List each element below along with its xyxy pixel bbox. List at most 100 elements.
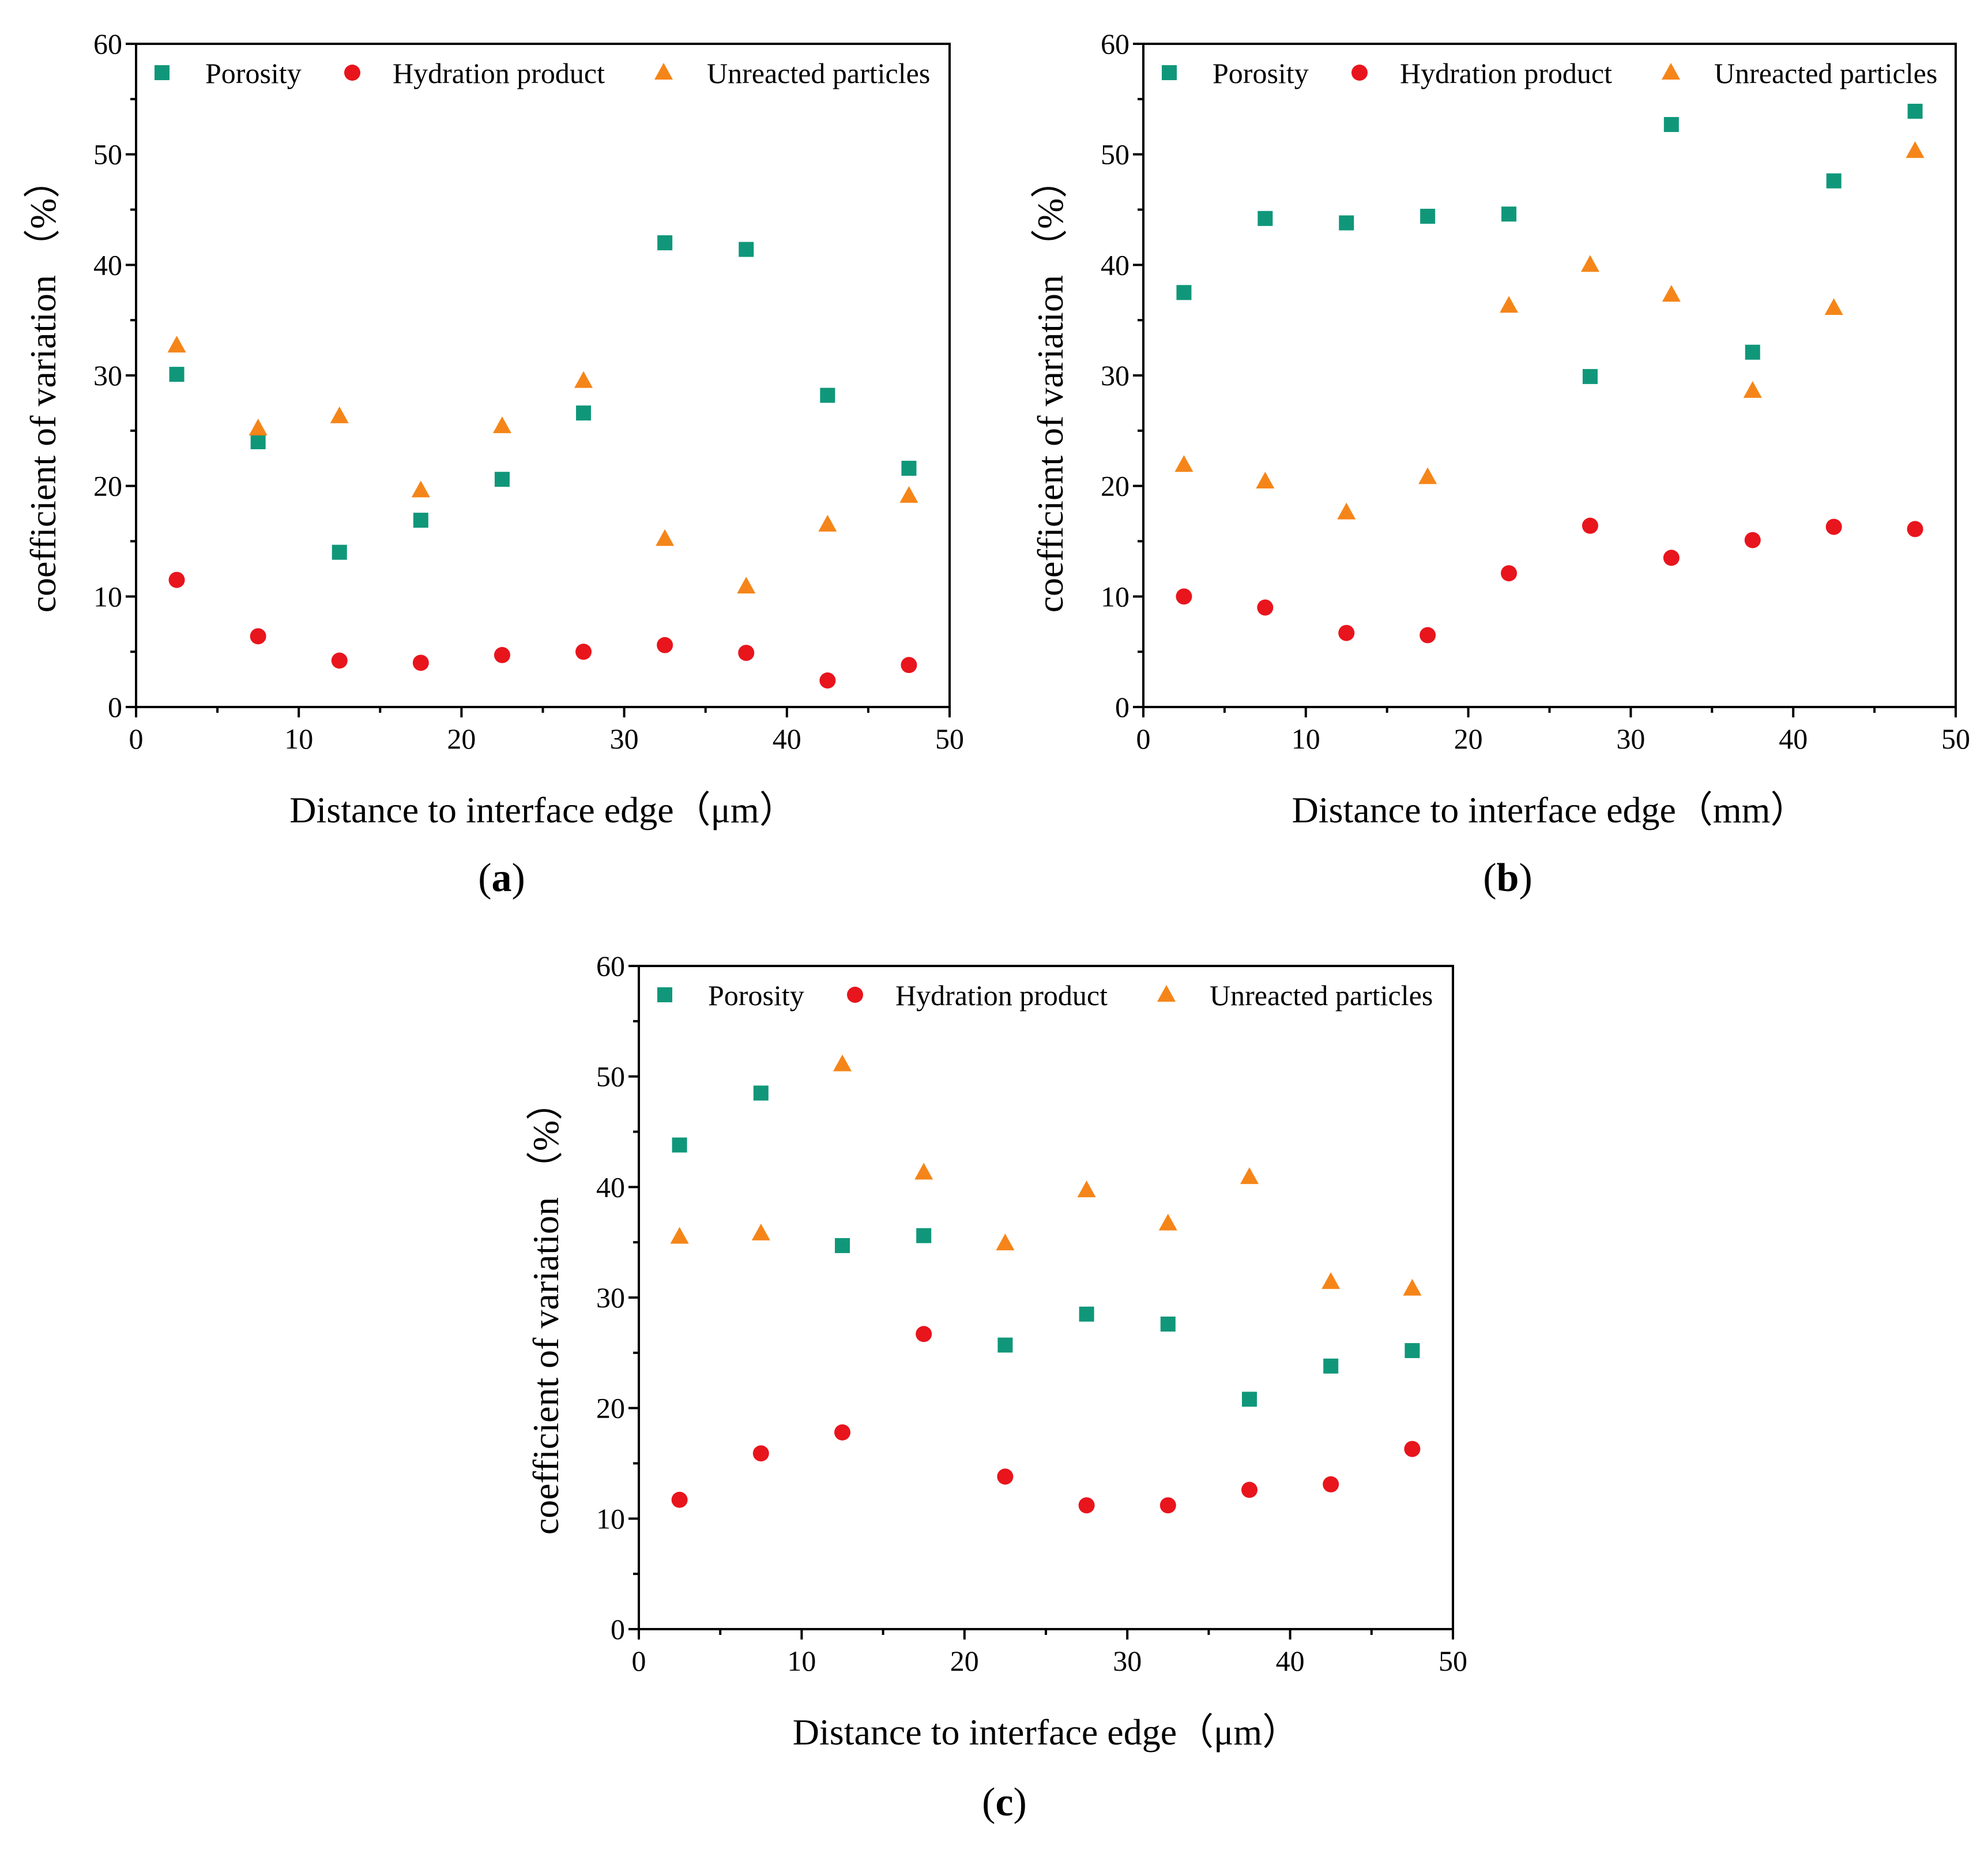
data-point: [738, 645, 755, 661]
x-tick-label: 0: [1136, 723, 1151, 755]
series-porosity: [169, 235, 917, 560]
chart-panel-c: 0 10 20 30 40 50 0 10 20 30 40 50 60 Distance to inte…: [525, 950, 1467, 1825]
data-point: [1405, 1343, 1420, 1358]
legend-marker: [847, 987, 863, 1003]
legend-label: Porosity: [205, 57, 302, 89]
y-axis-title: coefficient of variation （%）: [1030, 161, 1071, 613]
data-point: [1079, 1306, 1094, 1322]
x-tick-label: 10: [787, 1645, 816, 1677]
data-point: [576, 405, 592, 421]
data-point: [168, 571, 185, 588]
legend-label: Unreacted particles: [707, 57, 930, 89]
y-tick-label: 0: [108, 691, 122, 723]
legend: Porosity Hydration product Unreacted parti…: [155, 57, 930, 89]
data-point: [1256, 472, 1275, 488]
data-point: [819, 672, 836, 689]
data-point: [492, 416, 511, 434]
y-tick-label: 0: [1115, 691, 1129, 723]
data-point: [332, 544, 347, 560]
data-point: [1662, 285, 1681, 302]
data-point: [656, 529, 675, 546]
data-point: [751, 1223, 770, 1240]
y-tick-label: 40: [93, 249, 122, 281]
data-point: [1323, 1358, 1339, 1374]
data-point: [753, 1085, 769, 1101]
legend-marker: [1351, 65, 1368, 81]
y-tick-label: 60: [1101, 28, 1129, 60]
y-tick-label: 10: [1101, 580, 1129, 612]
data-point: [820, 388, 835, 403]
y-tick-label: 40: [1101, 249, 1129, 281]
data-point: [574, 371, 593, 388]
series-unreacted-particles: [670, 1054, 1422, 1296]
data-point: [1418, 467, 1437, 484]
x-tick-label: 40: [773, 723, 801, 755]
data-point: [494, 646, 510, 663]
data-point: [835, 1238, 850, 1253]
y-axis-title: coefficient of variation （%）: [525, 1084, 566, 1535]
data-point: [1825, 518, 1842, 535]
data-point: [1743, 381, 1762, 398]
data-point: [1582, 369, 1598, 384]
panel-label: (b): [1483, 856, 1533, 900]
x-axis-title: Distance to interface edge（μm）: [793, 1712, 1299, 1753]
y-tick-label: 50: [596, 1061, 625, 1093]
series-hydration-product: [671, 1326, 1421, 1514]
data-point: [575, 644, 592, 660]
data-point: [1663, 550, 1680, 566]
data-point: [167, 336, 186, 353]
x-tick-label: 0: [129, 723, 144, 755]
chart-panel-b: 0 10 20 30 40 50 0 10 20 30 40 50 60 Distance to inte…: [1030, 28, 1970, 900]
data-point: [494, 472, 510, 487]
legend-marker: [1662, 63, 1680, 80]
series-unreacted-particles: [1174, 141, 1925, 520]
legend-label: Unreacted particles: [1714, 57, 1937, 89]
x-axis-title: Distance to interface edge（mm）: [1292, 789, 1808, 830]
y-tick-label: 20: [596, 1392, 625, 1424]
data-point: [1404, 1441, 1421, 1457]
data-point: [1078, 1497, 1095, 1514]
data-point: [899, 486, 918, 503]
y-axis-title: coefficient of variation （%）: [22, 161, 63, 613]
plot-frame: [638, 965, 1454, 1630]
data-point: [1663, 116, 1679, 132]
y-tick-label: 20: [1101, 470, 1129, 502]
data-point: [1240, 1167, 1259, 1185]
x-tick-label: 10: [284, 723, 313, 755]
data-point: [1077, 1180, 1096, 1198]
x-tick-label: 30: [1113, 1645, 1142, 1677]
data-point: [1580, 255, 1599, 272]
data-point: [1906, 141, 1925, 158]
data-point: [901, 461, 917, 476]
data-point: [1501, 565, 1518, 582]
data-point: [250, 628, 266, 645]
data-point: [1257, 599, 1274, 616]
legend-marker: [657, 987, 672, 1002]
x-tick-label: 30: [610, 723, 639, 755]
y-tick-label: 60: [93, 28, 122, 60]
data-point: [1257, 210, 1273, 226]
data-point: [1582, 517, 1598, 534]
data-point: [670, 1227, 689, 1244]
data-point: [169, 367, 185, 382]
data-point: [1420, 627, 1436, 644]
data-point: [1159, 1497, 1176, 1514]
x-tick-label: 20: [1454, 723, 1483, 755]
y-tick-label: 30: [93, 359, 122, 392]
y-tick-label: 30: [596, 1281, 625, 1314]
data-point: [1323, 1476, 1339, 1492]
y-tick-label: 20: [93, 470, 122, 502]
x-tick-label: 40: [1276, 1645, 1305, 1677]
data-point: [916, 1326, 932, 1343]
data-point: [737, 577, 756, 594]
data-point: [1501, 206, 1517, 222]
legend: Porosity Hydration product Unreacted parti…: [1162, 57, 1937, 89]
data-point: [331, 652, 348, 669]
legend-marker: [1162, 65, 1177, 80]
data-point: [1160, 1317, 1176, 1332]
legend-marker: [654, 63, 673, 80]
x-tick-label: 20: [447, 723, 476, 755]
legend: Porosity Hydration product Unreacted parti…: [657, 979, 1433, 1012]
legend-marker: [155, 65, 170, 80]
